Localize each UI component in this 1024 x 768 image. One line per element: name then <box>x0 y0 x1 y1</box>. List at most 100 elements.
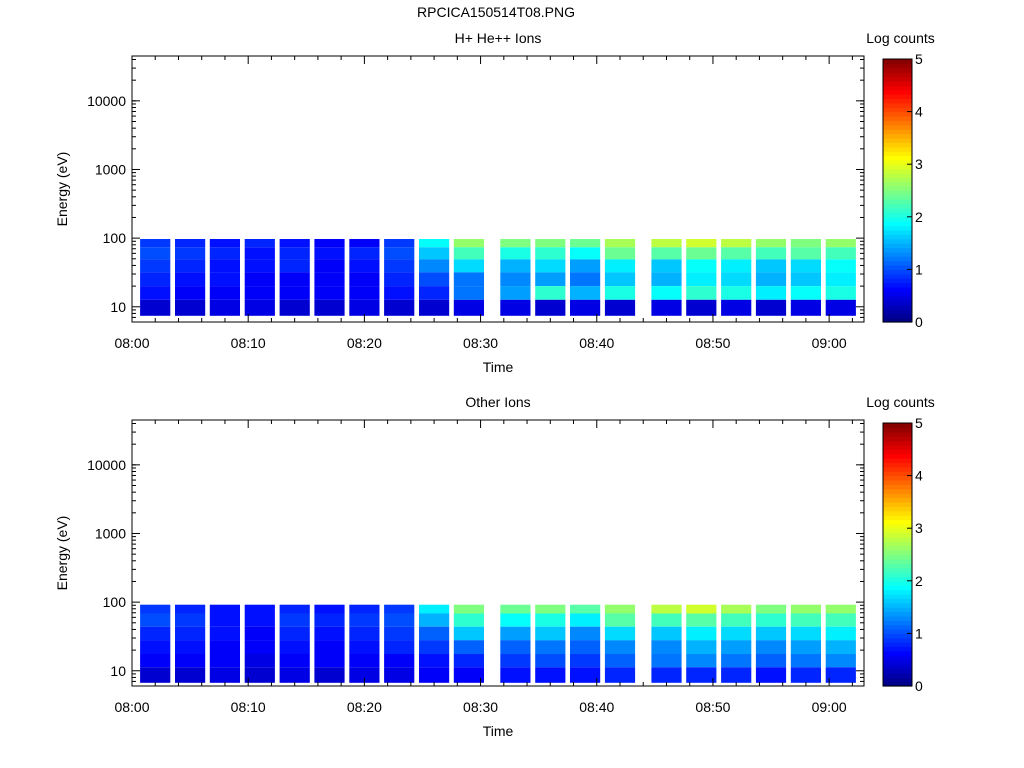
colorbar-segment <box>883 181 912 187</box>
colorbar-segment <box>883 59 912 64</box>
colorbar-segment <box>883 317 912 323</box>
heatmap-cell <box>244 299 275 316</box>
colorbar-segment <box>883 431 912 437</box>
heatmap-cell <box>419 613 450 627</box>
heatmap-cell <box>535 247 566 260</box>
heatmap-cell <box>419 299 450 316</box>
heatmap-cell <box>790 654 821 668</box>
heatmap-cell <box>790 640 821 654</box>
heatmap-cell <box>790 239 821 248</box>
heatmap-cell <box>721 286 752 300</box>
heatmap-cell <box>500 626 531 641</box>
heatmap-cell <box>140 259 171 273</box>
heatmap-cell <box>349 626 380 641</box>
colorbar-segment <box>883 286 912 292</box>
heatmap-cell <box>384 299 415 316</box>
heatmap-cell <box>175 239 206 248</box>
colorbar-segment <box>883 541 912 547</box>
colorbar-segment <box>883 576 912 582</box>
heatmap-cell <box>604 626 636 641</box>
heatmap-cell <box>209 667 240 683</box>
panel-title: H+ He++ Ions <box>455 30 542 46</box>
heatmap-cell <box>140 626 171 641</box>
colorbar-segment <box>883 427 912 433</box>
heatmap-cell <box>535 259 566 273</box>
colorbar-segment <box>883 515 912 521</box>
colorbar-segment <box>883 137 912 143</box>
heatmap-cell <box>314 286 345 300</box>
heatmap-cell <box>790 613 821 627</box>
heatmap-cell <box>825 272 856 287</box>
colorbar-segment <box>883 602 912 608</box>
colorbar-segment <box>883 453 912 459</box>
heatmap-cell <box>419 286 450 300</box>
colorbar-segment <box>883 89 912 95</box>
heatmap-cell <box>604 654 636 668</box>
colorbar-segment <box>883 545 912 551</box>
colorbar-segment <box>883 251 912 257</box>
colorbar-segment <box>883 484 912 490</box>
heatmap-cell <box>721 613 752 627</box>
colorbar-segment <box>883 164 912 170</box>
colorbar-tick-label: 2 <box>915 573 923 589</box>
colorbar-segment <box>883 558 912 564</box>
heatmap-cell <box>384 667 415 683</box>
colorbar-segment <box>883 168 912 174</box>
heatmap-cell <box>790 604 821 614</box>
heatmap-cell <box>570 654 601 668</box>
heatmap-cell <box>384 604 415 614</box>
heatmap-cell <box>535 299 566 316</box>
panel-title: Other Ions <box>465 394 530 410</box>
heatmap-cell <box>570 286 601 300</box>
heatmap-cell <box>604 286 636 300</box>
heatmap-cell <box>314 626 345 641</box>
heatmap-cell <box>500 667 531 683</box>
colorbar-segment <box>883 265 912 270</box>
page-title: RPCICA150514T08.PNG <box>417 4 575 20</box>
colorbar-segment <box>883 146 912 152</box>
heatmap-cell <box>209 654 240 668</box>
heatmap-cell <box>209 239 240 248</box>
heatmap-cell <box>790 247 821 260</box>
colorbar-segment <box>883 304 912 310</box>
heatmap-cell <box>686 299 717 316</box>
colorbar-segment <box>883 436 912 442</box>
heatmap-cell <box>209 640 240 654</box>
heatmap-cell <box>825 286 856 300</box>
colorbar-segment <box>883 133 912 139</box>
colorbar-segment <box>883 247 912 253</box>
colorbar-segment <box>883 532 912 538</box>
colorbar-segment <box>883 637 912 643</box>
colorbar-segment <box>883 664 912 670</box>
heatmap-cell <box>140 613 171 627</box>
heatmap-cell <box>500 613 531 627</box>
heatmap-cell <box>453 239 484 248</box>
heatmap-cell <box>604 299 636 316</box>
heatmap-cell <box>535 640 566 654</box>
heatmap-cell <box>686 640 717 654</box>
heatmap-cell <box>651 259 682 273</box>
heatmap-cell <box>825 299 856 316</box>
heatmap-cell <box>500 259 531 273</box>
heatmap-cell <box>790 259 821 273</box>
heatmap-cell <box>825 667 856 683</box>
heatmap-cell <box>140 239 171 248</box>
colorbar-segment <box>883 655 912 661</box>
heatmap-cell <box>175 613 206 627</box>
colorbar-segment <box>883 190 912 196</box>
colorbar-segment <box>883 308 912 314</box>
heatmap-cell <box>500 247 531 260</box>
heatmap-cell <box>384 272 415 287</box>
heatmap-cell <box>279 640 310 654</box>
heatmap-cell <box>570 259 601 273</box>
heatmap-cell <box>825 626 856 641</box>
heatmap-cell <box>790 272 821 287</box>
heatmap-cell <box>175 626 206 641</box>
colorbar-segment <box>883 580 912 586</box>
heatmap-cell <box>244 239 275 248</box>
heatmap-cell <box>535 667 566 683</box>
heatmap-cell <box>825 247 856 260</box>
heatmap-cell <box>790 667 821 683</box>
colorbar-segment <box>883 102 912 108</box>
heatmap-cell <box>651 654 682 668</box>
